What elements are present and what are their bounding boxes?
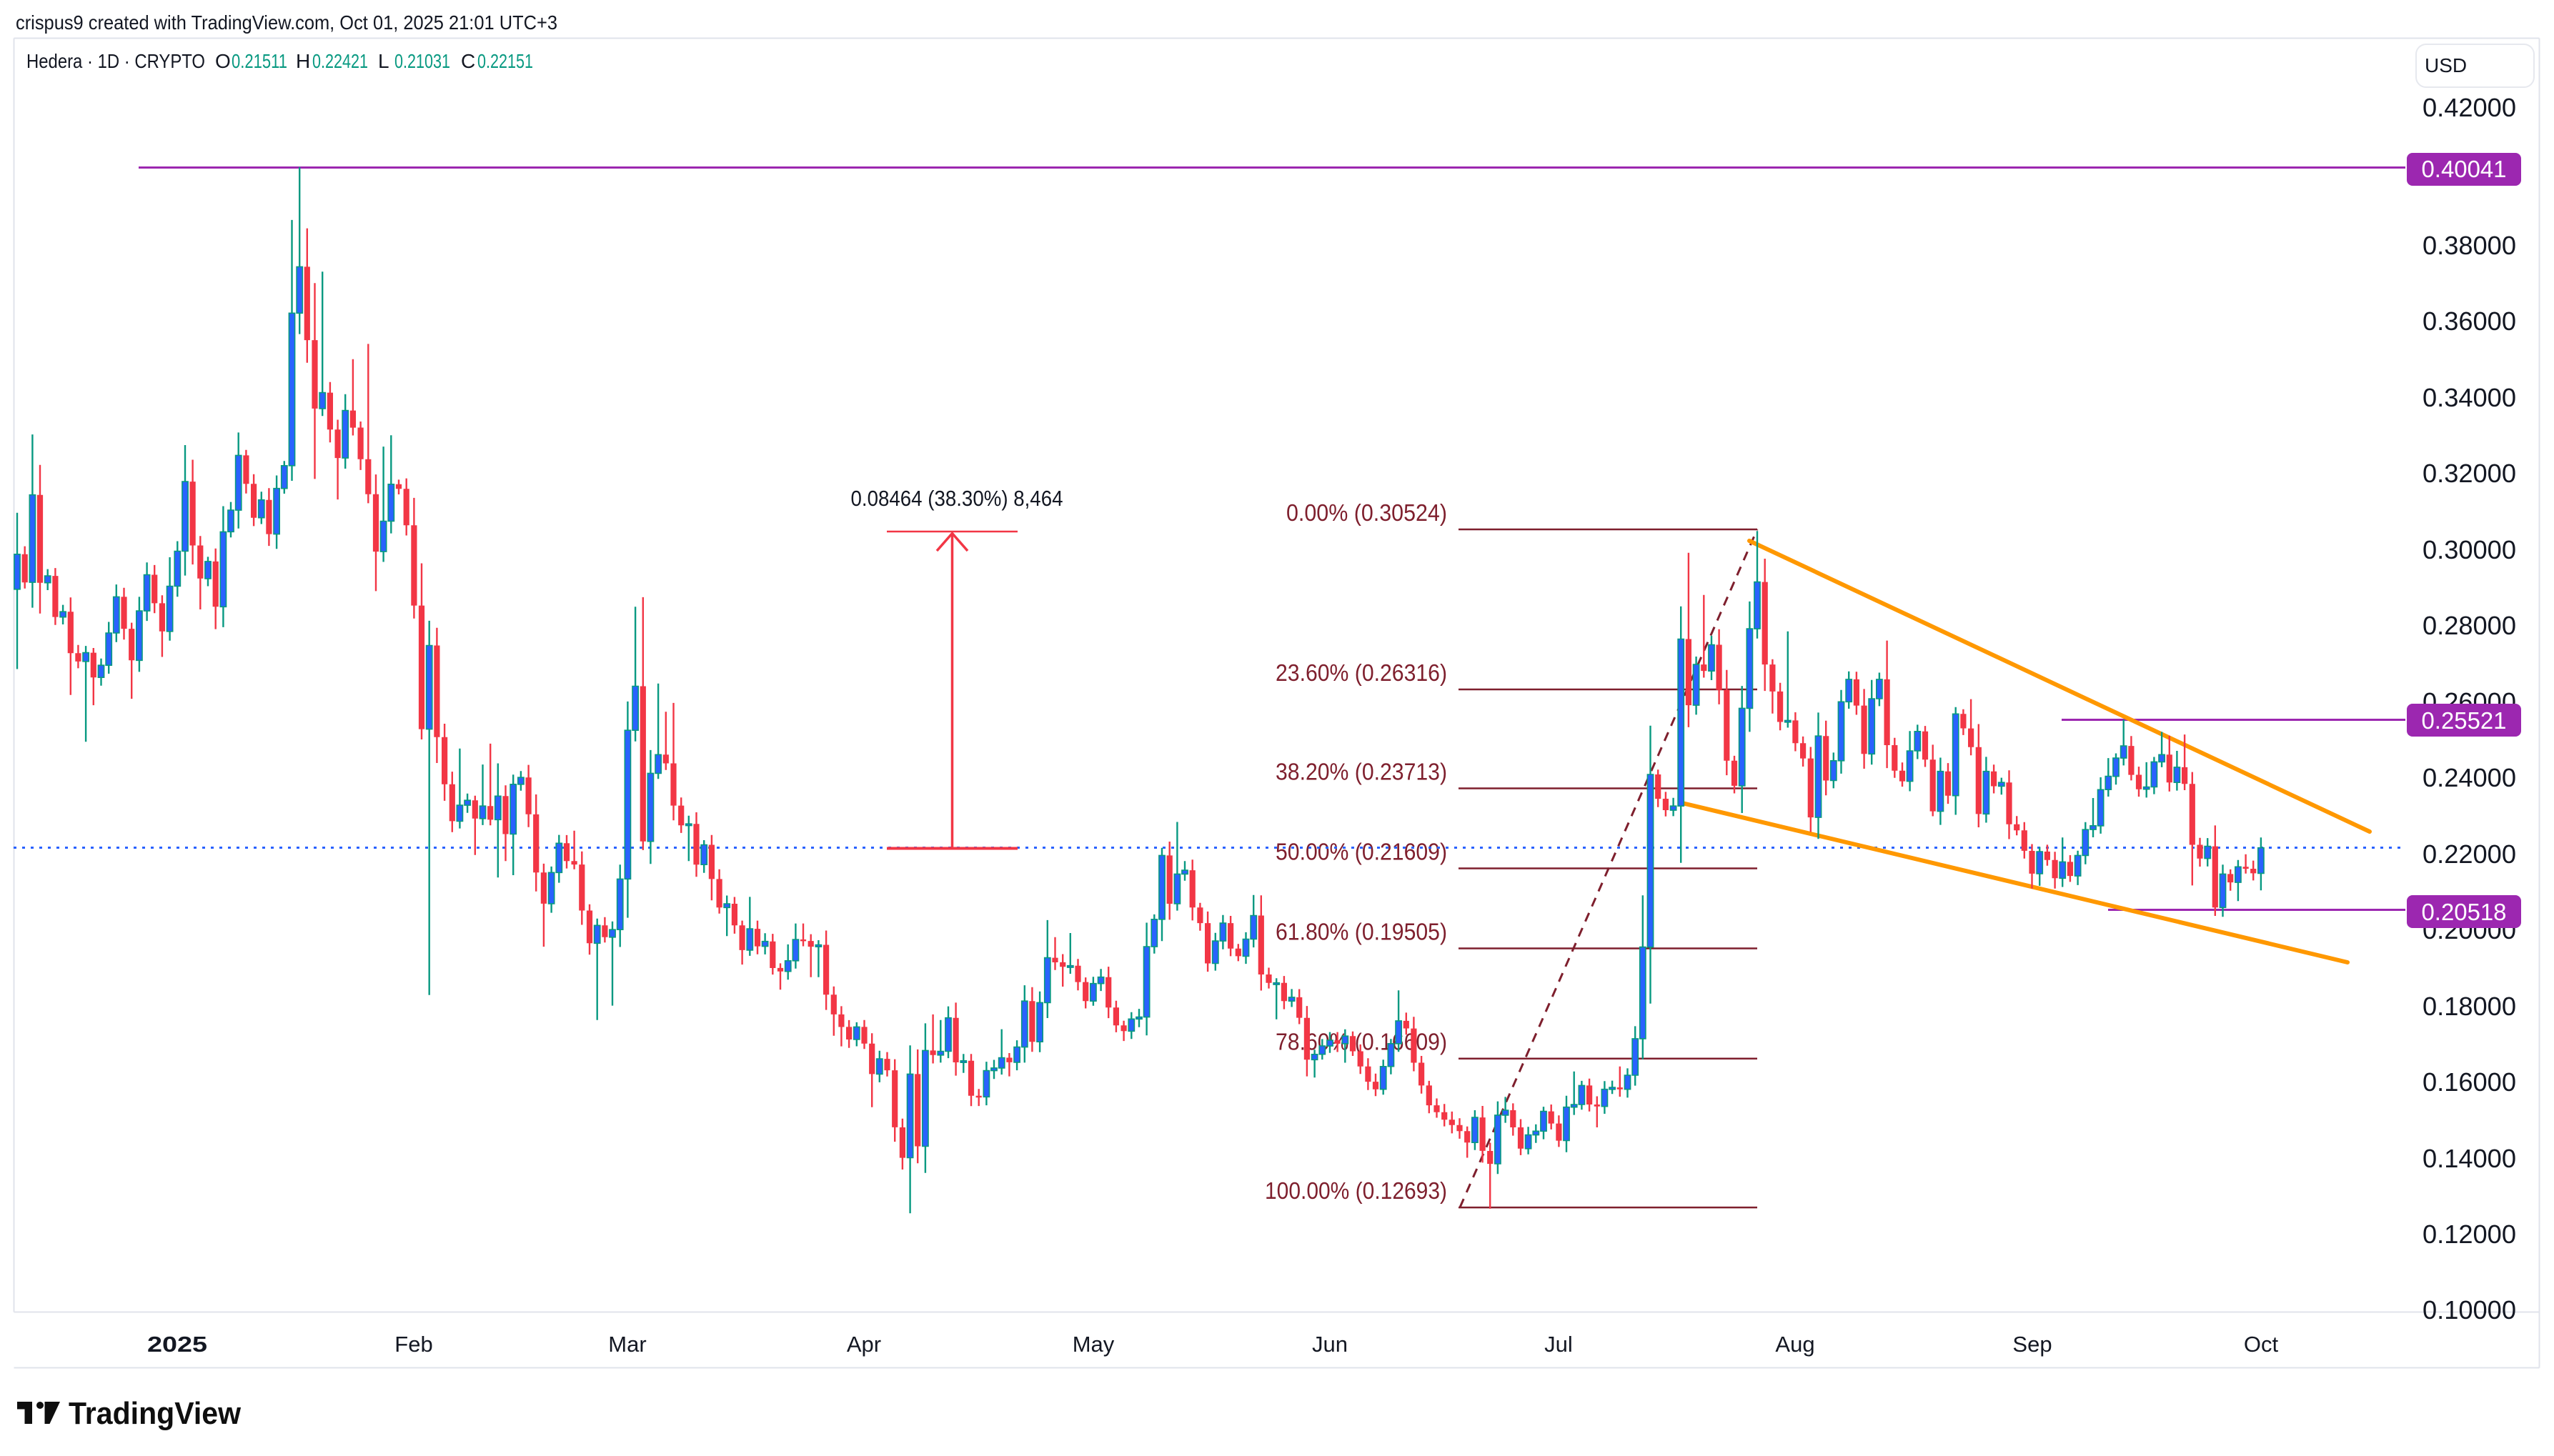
svg-text:61.80% (0.19505): 61.80% (0.19505)	[1276, 919, 1447, 945]
svg-text:0.28000: 0.28000	[2423, 611, 2516, 640]
svg-text:0.16000: 0.16000	[2423, 1067, 2516, 1097]
svg-text:0.30000: 0.30000	[2423, 535, 2516, 564]
svg-text:78.60% (0.16609): 78.60% (0.16609)	[1276, 1029, 1447, 1055]
svg-text:0.18000: 0.18000	[2423, 992, 2516, 1021]
svg-text:0.36000: 0.36000	[2423, 306, 2516, 336]
svg-text:Feb: Feb	[394, 1332, 432, 1357]
svg-text:0.25521: 0.25521	[2422, 707, 2507, 734]
svg-text:USD: USD	[2425, 54, 2467, 76]
svg-text:23.60% (0.26316): 23.60% (0.26316)	[1276, 659, 1447, 686]
svg-text:Jun: Jun	[1312, 1332, 1348, 1357]
svg-text:0.42000: 0.42000	[2423, 93, 2516, 122]
svg-text:0.14000: 0.14000	[2423, 1144, 2516, 1173]
svg-text:Jul: Jul	[1544, 1332, 1573, 1357]
svg-text:0.22151: 0.22151	[477, 50, 533, 72]
svg-text:crispus9 created with TradingV: crispus9 created with TradingView.com, O…	[16, 11, 557, 34]
svg-text:0.38000: 0.38000	[2423, 231, 2516, 260]
svg-text:Oct: Oct	[2244, 1332, 2279, 1357]
svg-text:L: L	[378, 50, 389, 72]
svg-text:0.12000: 0.12000	[2423, 1220, 2516, 1249]
svg-text:TradingView: TradingView	[69, 1396, 242, 1431]
svg-text:38.20% (0.23713): 38.20% (0.23713)	[1276, 759, 1447, 785]
svg-text:0.24000: 0.24000	[2423, 763, 2516, 792]
svg-text:0.08464 (38.30%) 8,464: 0.08464 (38.30%) 8,464	[851, 486, 1063, 511]
svg-text:0.40041: 0.40041	[2422, 156, 2507, 182]
svg-text:0.32000: 0.32000	[2423, 459, 2516, 488]
svg-text:0.34000: 0.34000	[2423, 383, 2516, 412]
svg-text:0.22421: 0.22421	[312, 50, 368, 72]
svg-text:May: May	[1073, 1332, 1115, 1357]
svg-text:2025: 2025	[147, 1332, 207, 1357]
svg-text:C: C	[461, 50, 475, 72]
svg-text:0.00% (0.30524): 0.00% (0.30524)	[1286, 499, 1447, 526]
svg-text:Sep: Sep	[2012, 1332, 2052, 1357]
svg-text:0.21511: 0.21511	[232, 50, 287, 72]
svg-text:H: H	[296, 50, 310, 72]
svg-text:50.00% (0.21609): 50.00% (0.21609)	[1276, 839, 1447, 865]
svg-text:100.00% (0.12693): 100.00% (0.12693)	[1265, 1177, 1447, 1204]
svg-text:0.10000: 0.10000	[2423, 1295, 2516, 1325]
svg-text:0.22000: 0.22000	[2423, 839, 2516, 869]
svg-text:Aug: Aug	[1775, 1332, 1814, 1357]
svg-text:0.20518: 0.20518	[2422, 899, 2507, 925]
svg-text:Apr: Apr	[847, 1332, 881, 1357]
svg-text:Hedera · 1D · CRYPTO: Hedera · 1D · CRYPTO	[26, 50, 205, 72]
svg-text:0.21031: 0.21031	[394, 50, 450, 72]
svg-text:Mar: Mar	[608, 1332, 646, 1357]
svg-text:O: O	[215, 50, 231, 72]
